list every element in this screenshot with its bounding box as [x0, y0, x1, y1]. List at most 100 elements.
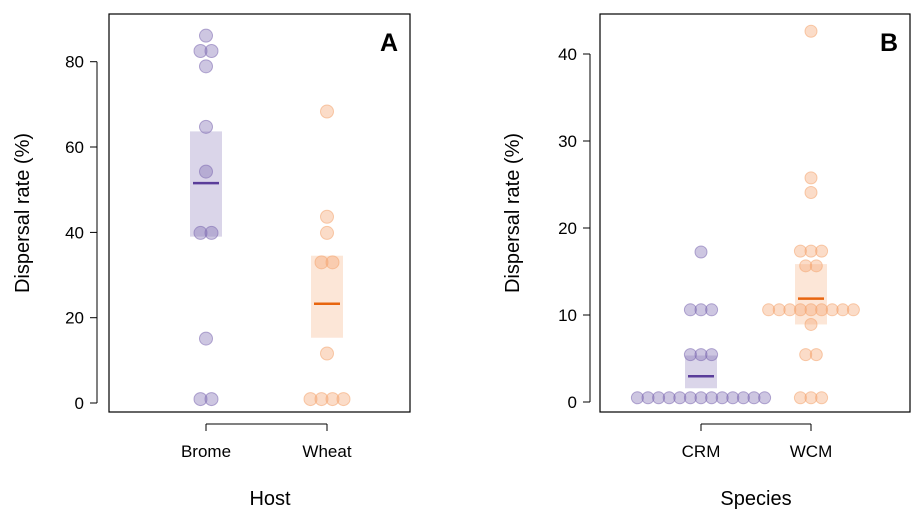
panel-a-y-tick-2: 40	[65, 223, 97, 242]
panel-b-point-crm-9	[652, 391, 666, 405]
panel-b-point-crm-12	[683, 391, 697, 405]
panel-b-point-crm-10	[662, 391, 676, 405]
panel-b-point-crm-1	[683, 303, 697, 317]
panel-b-point-wcm-18	[799, 348, 813, 362]
panel-b-point-crm-15	[715, 391, 729, 405]
panel-b-x-tick-crm: CRM	[682, 424, 721, 461]
panel-b-point-wcm-2	[804, 186, 818, 200]
panel-b-y-tick-0: 0	[568, 393, 590, 412]
panel-b-point-crm-6	[705, 348, 719, 362]
panel-b-point-wcm-6	[799, 259, 813, 273]
panel-b-y-axis-title: Dispersal rate (%)	[502, 133, 524, 293]
panel-a-point-wheat-6	[303, 392, 318, 407]
panel-b-y-tick-2: 20	[558, 219, 590, 238]
panel-b-y-tick-label-3: 30	[558, 132, 577, 151]
panel-b-point-wcm-9	[772, 303, 786, 317]
panel-b-x-tick-label-crm: CRM	[682, 442, 721, 461]
panel-a-y-tick-4: 80	[65, 53, 97, 72]
panel-b-point-wcm-3	[793, 244, 807, 258]
panel-a-point-brome-5	[199, 164, 213, 179]
panel-a-point-wheat-9	[336, 392, 351, 407]
panel-b-y-tick-label-2: 20	[558, 219, 577, 238]
panel-b-point-wcm-5	[815, 244, 829, 258]
panel-a-point-brome-4	[199, 119, 213, 134]
panel-a-y-tick-3: 60	[65, 138, 97, 157]
panel-a-x-tick-label-wheat: Wheat	[302, 442, 351, 461]
panel-b-point-crm-4	[683, 348, 697, 362]
panel-b-point-crm-3	[705, 303, 719, 317]
panel-b-point-wcm-10	[783, 303, 797, 317]
panel-b-marks	[630, 24, 860, 405]
panel-b-point-crm-14	[705, 391, 719, 405]
panel-b: B 0 10 20 30 40	[502, 13, 911, 510]
panel-b-point-crm-18	[747, 391, 761, 405]
panel-a-x-tick-brome: Brome	[181, 424, 231, 461]
panel-b-point-wcm-4	[804, 244, 818, 258]
panel-b-point-wcm-11	[793, 303, 807, 317]
panel-b-point-wcm-12	[804, 303, 818, 317]
panel-b-x-axis-title: Species	[720, 488, 791, 510]
panel-a-point-brome-10	[204, 392, 219, 407]
panel-a-point-wheat-1	[320, 209, 334, 224]
panel-b-point-wcm-21	[804, 391, 818, 405]
panel-a-point-wheat-5	[320, 346, 334, 361]
panel-b-y-tick-1: 10	[558, 306, 590, 325]
panel-a-point-brome-0	[199, 28, 213, 43]
panel-a-point-wheat-2	[320, 225, 334, 240]
panel-a-y-axis-title: Dispersal rate (%)	[12, 133, 34, 293]
panel-b-point-wcm-14	[825, 303, 839, 317]
panel-a-y-axis: 0 20 40 60 80	[65, 53, 98, 413]
panel-b-point-crm-17	[736, 391, 750, 405]
panel-b-point-crm-11	[673, 391, 687, 405]
panel-b-y-tick-label-1: 10	[558, 306, 577, 325]
panel-b-point-wcm-13	[815, 303, 829, 317]
panel-b-point-crm-13	[694, 391, 708, 405]
panel-b-letter: B	[880, 29, 898, 57]
panel-a: A 0 20 40 60 80	[12, 13, 411, 510]
panel-b-y-tick-3: 30	[558, 132, 590, 151]
panel-b-point-wcm-17	[804, 317, 818, 331]
panel-a-letter: A	[380, 29, 398, 57]
panel-b-point-wcm-22	[815, 391, 829, 405]
panel-b-point-crm-19	[758, 391, 772, 405]
panel-a-ci-band-wheat	[311, 255, 343, 338]
panel-a-y-tick-label-3: 60	[65, 138, 84, 157]
panel-b-point-crm-16	[726, 391, 740, 405]
panel-a-x-tick-label-brome: Brome	[181, 442, 231, 461]
panel-b-y-axis: 0 10 20 30 40	[558, 45, 591, 412]
panel-a-point-brome-7	[204, 225, 219, 240]
panel-a-x-axis-title: Host	[249, 488, 291, 510]
panel-b-y-tick-label-4: 40	[558, 45, 577, 64]
panel-a-point-wheat-4	[325, 255, 340, 270]
panel-a-point-brome-8	[199, 331, 213, 346]
panel-a-point-brome-9	[193, 392, 208, 407]
panel-b-point-wcm-15	[836, 303, 850, 317]
panel-a-plot-frame	[108, 13, 411, 413]
panel-b-point-wcm-20	[793, 391, 807, 405]
panel-b-point-wcm-19	[809, 348, 823, 362]
panel-a-point-brome-3	[199, 59, 213, 74]
panel-b-point-wcm-0	[804, 24, 818, 38]
panel-b-point-wcm-16	[846, 303, 860, 317]
panel-b-x-tick-wcm: WCM	[790, 424, 832, 461]
panel-b-point-crm-5	[694, 348, 708, 362]
panel-a-point-wheat-3	[314, 255, 329, 270]
panel-b-point-wcm-1	[804, 171, 818, 185]
panel-a-point-wheat-0	[320, 104, 334, 119]
panel-b-y-tick-label-0: 0	[568, 393, 577, 412]
panel-b-ci-band-wcm	[795, 264, 827, 325]
panel-b-y-tick-4: 40	[558, 45, 590, 64]
panel-b-point-wcm-7	[809, 259, 823, 273]
panel-b-x-tick-label-wcm: WCM	[790, 442, 832, 461]
panel-b-point-crm-2	[694, 303, 708, 317]
panel-a-y-tick-0: 0	[75, 394, 97, 413]
panel-a-point-brome-2	[204, 44, 219, 59]
panel-b-point-crm-0	[694, 245, 708, 259]
panel-a-y-tick-1: 20	[65, 309, 97, 328]
panel-b-point-wcm-8	[762, 303, 776, 317]
panel-a-y-tick-label-4: 80	[65, 53, 84, 72]
panel-a-marks	[190, 28, 351, 407]
panel-b-point-crm-7	[630, 391, 644, 405]
panel-b-x-axis: CRM WCM	[682, 423, 832, 461]
